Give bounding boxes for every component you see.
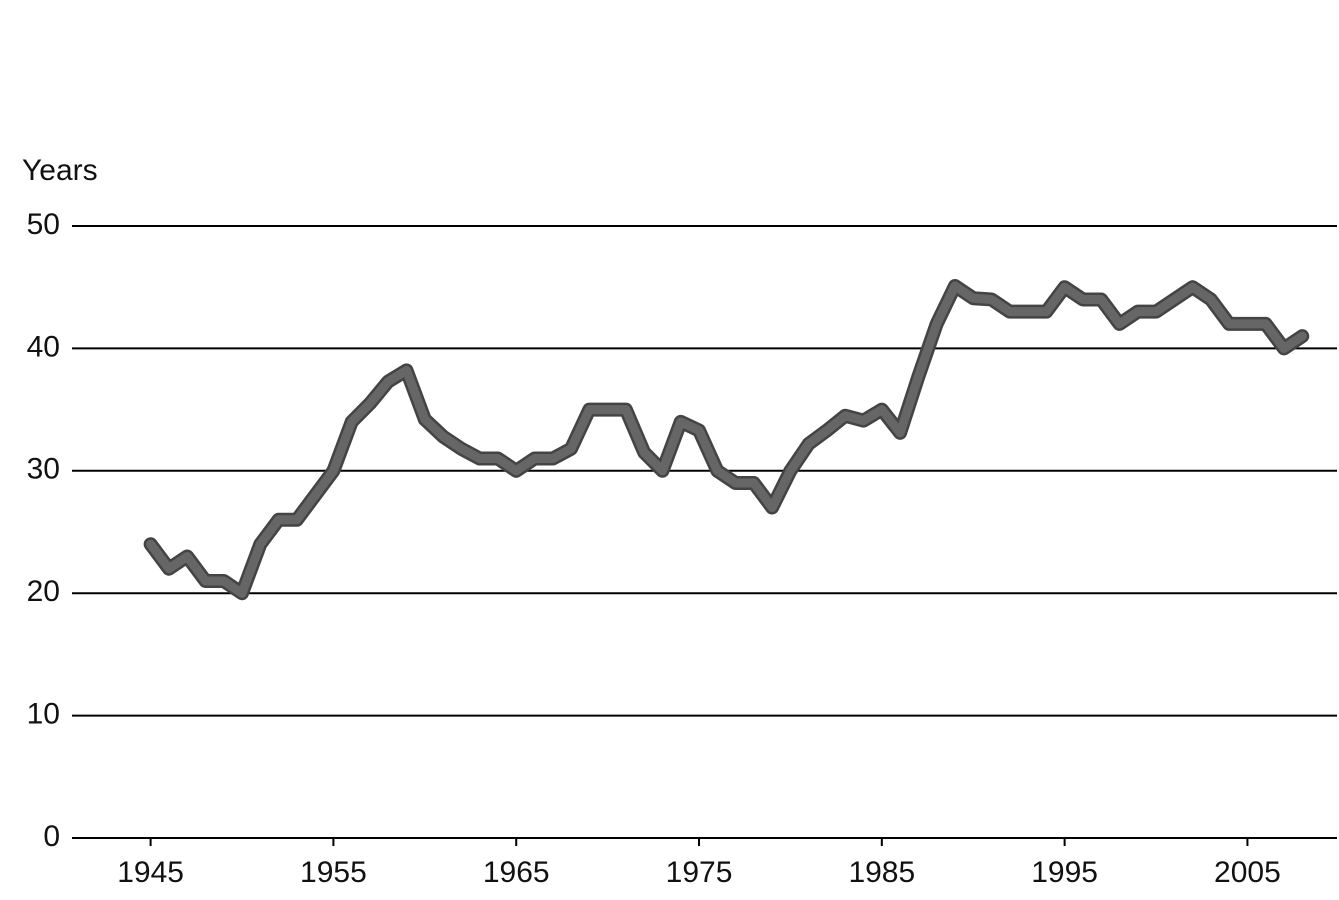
- y-tick-label: 0: [43, 820, 60, 853]
- line-outline: [143, 278, 1310, 601]
- y-tick-label: 40: [27, 330, 60, 363]
- y-tick-label: 50: [27, 208, 60, 241]
- x-tick-label: 1995: [1031, 856, 1098, 889]
- x-tick-label: 1945: [117, 856, 184, 889]
- line: [146, 281, 1307, 598]
- x-tick-label: 1955: [300, 856, 367, 889]
- x-tick-label: 1975: [666, 856, 733, 889]
- y-axis-label: Years: [22, 154, 98, 187]
- y-tick-label: 10: [27, 698, 60, 731]
- x-tick-label: 1965: [483, 856, 550, 889]
- x-tick-label: 1985: [848, 856, 915, 889]
- y-tick-label: 30: [27, 453, 60, 486]
- y-tick-label: 20: [27, 575, 60, 608]
- x-tick-label: 2005: [1214, 856, 1281, 889]
